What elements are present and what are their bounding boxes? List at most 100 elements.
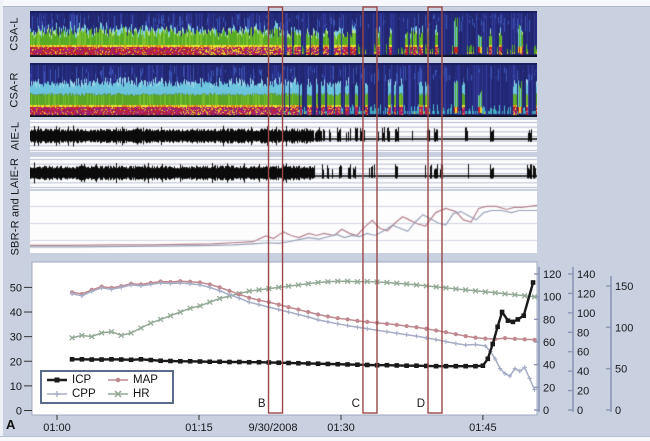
right-axis-1-tick-label: 100 xyxy=(543,292,561,304)
icp-square-marker xyxy=(178,358,183,364)
hr-x-marker xyxy=(128,330,134,336)
hr-x-marker xyxy=(88,333,95,340)
map-circle-marker xyxy=(207,282,212,287)
left-axis-tick-label: 0 xyxy=(16,406,22,418)
right-axis-1-tick-label: 0 xyxy=(543,405,549,417)
x-axis-tick-label: 01:30 xyxy=(327,422,355,434)
map-circle-marker xyxy=(286,304,291,310)
icp-square-marker xyxy=(109,356,114,362)
aie-l-waveform xyxy=(30,120,537,152)
hr-x-marker xyxy=(246,288,253,294)
icp-square-marker xyxy=(394,363,400,368)
csa-l-spectrogram-panel xyxy=(30,11,537,57)
icp-square-marker xyxy=(89,357,95,362)
hr-x-marker xyxy=(325,278,331,285)
icp-square-marker xyxy=(463,363,468,369)
icp-square-marker xyxy=(148,357,154,363)
hr-line-marker-icon xyxy=(108,390,128,398)
map-circle-marker xyxy=(227,288,232,293)
hr-x-marker xyxy=(334,278,341,285)
icp-square-marker xyxy=(197,359,203,364)
hr-x-marker xyxy=(256,287,262,293)
hr-x-marker xyxy=(275,284,282,291)
hr-x-marker xyxy=(118,332,125,339)
right-axis-2-tick-label: 20 xyxy=(577,386,589,398)
chart-legend: ICP MAP CPP HR xyxy=(40,370,174,404)
map-circle-marker xyxy=(197,280,203,285)
icp-square-marker xyxy=(355,362,360,368)
map-circle-marker xyxy=(522,337,527,342)
hr-x-marker xyxy=(177,309,184,315)
icp-square-marker xyxy=(79,356,85,362)
icp-square-marker xyxy=(168,358,173,364)
map-circle-marker xyxy=(355,318,360,323)
map-circle-marker xyxy=(384,321,390,326)
icp-square-marker xyxy=(384,362,390,368)
icp-square-marker xyxy=(237,359,242,365)
hr-x-marker xyxy=(472,287,479,294)
map-circle-marker xyxy=(463,334,468,339)
right-axis-2-tick-label: 80 xyxy=(577,327,589,339)
icp-square-marker xyxy=(453,363,459,369)
event-label-c: C xyxy=(352,398,360,410)
hr-x-marker xyxy=(482,288,489,295)
icp-square-marker xyxy=(99,357,104,362)
icp-square-marker xyxy=(404,363,409,368)
csa-r-spectrogram-panel xyxy=(30,63,537,117)
icp-square-marker xyxy=(495,324,500,330)
hr-x-marker xyxy=(433,284,439,290)
icp-square-marker xyxy=(187,358,193,364)
hr-x-marker xyxy=(462,287,469,293)
map-circle-marker xyxy=(394,322,399,327)
map-circle-marker xyxy=(404,323,409,329)
icp-square-marker xyxy=(424,363,429,369)
event-box-b xyxy=(267,6,284,414)
right-axis-1-tick-label: 60 xyxy=(543,337,555,349)
hr-x-marker xyxy=(315,279,321,286)
hr-x-marker xyxy=(344,278,351,285)
icp-square-marker xyxy=(128,357,134,363)
x-axis-tick-label: 01:00 xyxy=(43,422,71,434)
map-circle-marker xyxy=(315,312,321,317)
hr-x-marker xyxy=(157,316,164,323)
icp-square-marker xyxy=(521,313,527,319)
map-circle-marker xyxy=(217,285,222,290)
left-axis-tick-label: 50 xyxy=(10,282,22,294)
right-axis-2-tick-label: 40 xyxy=(577,366,589,378)
icp-square-marker xyxy=(296,360,301,366)
map-circle-marker xyxy=(276,302,281,307)
icp-square-marker xyxy=(227,359,232,365)
legend-entry-map: MAP xyxy=(107,373,168,387)
event-label-d: D xyxy=(417,398,425,410)
hr-x-marker xyxy=(384,279,390,286)
hr-x-marker xyxy=(98,330,105,336)
x-axis-tick-label: 9/30/2008 xyxy=(249,422,298,434)
right-axis-2-tick-label: 0 xyxy=(577,405,583,417)
right-axis-3-tick-label: 0 xyxy=(615,405,621,417)
icp-square-marker xyxy=(414,363,419,368)
icp-square-marker xyxy=(118,357,124,362)
map-circle-marker xyxy=(237,292,242,297)
hr-x-marker xyxy=(197,303,203,309)
event-box-d xyxy=(427,6,443,414)
series-line-icp xyxy=(72,282,535,368)
right-axis-2-tick-label: 120 xyxy=(577,288,595,300)
right-axis-2-tick-label: 60 xyxy=(577,347,589,359)
hr-x-marker xyxy=(512,291,518,298)
hr-x-marker xyxy=(79,332,85,339)
hr-x-marker xyxy=(413,282,420,288)
icp-square-marker xyxy=(276,360,281,366)
csa-l-spectrogram xyxy=(30,11,537,57)
icp-square-marker xyxy=(499,309,505,315)
icp-square-marker xyxy=(256,359,262,365)
hr-x-marker xyxy=(295,282,302,288)
map-circle-marker xyxy=(335,316,340,321)
hr-x-marker xyxy=(216,295,223,302)
map-circle-marker xyxy=(502,336,508,341)
left-axis-tick-label: 30 xyxy=(10,332,22,344)
right-axis-1-tick-label: 40 xyxy=(543,360,555,372)
legend-label-map: MAP xyxy=(133,374,158,386)
figure-panel-letter: A xyxy=(6,417,16,432)
